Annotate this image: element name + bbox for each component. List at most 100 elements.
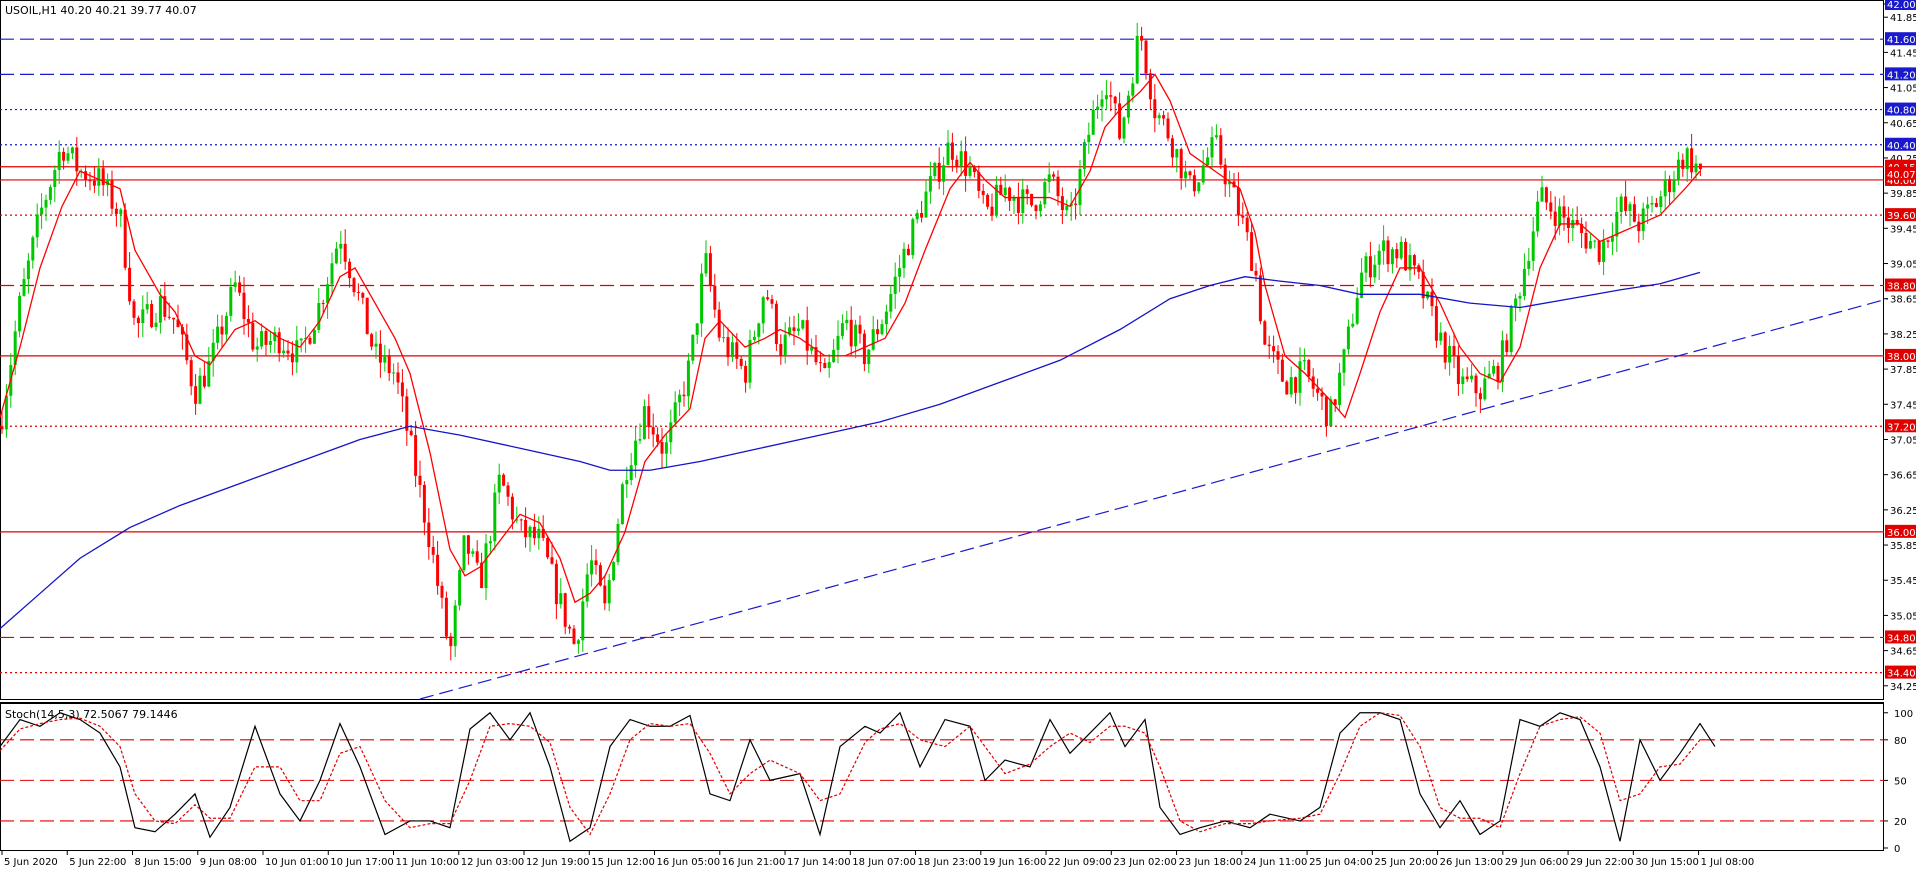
candle-body (792, 327, 796, 331)
level-label-38.00: 38.00 (1887, 352, 1916, 363)
candle-body (53, 169, 57, 188)
candle-body (1531, 231, 1535, 261)
candle-body (1206, 157, 1210, 166)
candle-body (4, 395, 8, 430)
candle-body (1610, 236, 1614, 242)
symbol-info: USOIL,H1 40.20 40.21 39.77 40.07 (5, 4, 197, 17)
candle-body (1104, 95, 1108, 100)
price-tick-label: 34.65 (1890, 647, 1916, 658)
candle-body (660, 442, 664, 454)
time-tick-label: 23 Jun 18:00 (1179, 857, 1243, 868)
time-tick-label: 16 Jun 05:00 (657, 857, 721, 868)
candle-body (1135, 35, 1139, 84)
candle-body (1615, 212, 1619, 237)
candle-body (361, 292, 365, 298)
candle-body (48, 187, 52, 200)
candle-body (110, 179, 114, 209)
candle-body (537, 528, 541, 539)
candle-body (493, 492, 497, 542)
candle-body (1412, 255, 1416, 266)
candle-body (431, 547, 435, 555)
candle-body (1302, 360, 1306, 362)
candle-body (1012, 197, 1016, 201)
candle-body (1663, 179, 1667, 197)
candle-body (739, 358, 743, 366)
candle-body (1236, 187, 1240, 216)
candle-body (1632, 204, 1636, 222)
candle-body (502, 474, 506, 486)
candle-body (770, 299, 774, 304)
candle-body (101, 168, 105, 186)
candle-body (1338, 372, 1342, 405)
candle-body (805, 320, 809, 351)
candle-body (444, 597, 448, 637)
candle-body (651, 427, 655, 435)
candle-body (810, 347, 814, 351)
candle-body (211, 342, 215, 362)
candle-body (1267, 344, 1271, 347)
candle-body (31, 237, 35, 261)
candle-body (1272, 346, 1276, 352)
candle-body (924, 191, 928, 218)
candle-body (1316, 388, 1320, 393)
candle-body (735, 342, 739, 359)
candle-body (1131, 83, 1135, 96)
candle-body (906, 248, 910, 256)
candle-body (62, 151, 66, 161)
candle-body (1219, 135, 1223, 165)
candle-body (1694, 163, 1698, 173)
candle-body (1549, 202, 1553, 212)
candle-body (88, 180, 92, 182)
horizontal-levels[interactable] (0, 38, 1884, 674)
candle-body (607, 580, 611, 604)
candle-body (766, 297, 770, 300)
candle-body (871, 329, 875, 350)
level-label-bg-36.00 (1885, 524, 1916, 538)
candle-body (238, 282, 242, 293)
candle-body (638, 439, 642, 441)
candle-body (1179, 149, 1183, 179)
candle-body (1390, 249, 1394, 265)
candle-body (480, 562, 484, 588)
time-tick-label: 15 Jun 12:00 (591, 857, 655, 868)
candle-body (1628, 204, 1632, 211)
candle-body (1351, 323, 1355, 327)
price-tick-label: 35.85 (1890, 541, 1916, 552)
candle-body (339, 243, 343, 249)
candle-body (1580, 224, 1584, 234)
candle-body (418, 475, 422, 485)
candle-body (1016, 197, 1020, 213)
price-tick-label: 36.25 (1890, 506, 1916, 517)
candle-body (172, 317, 176, 320)
candle-body (1250, 232, 1254, 271)
candle-body (1478, 393, 1482, 400)
level-label-39.60: 39.60 (1887, 211, 1916, 222)
candle-body (1087, 134, 1091, 143)
candle-body (1377, 250, 1381, 265)
candle-body (761, 297, 765, 324)
candle-body (836, 335, 840, 350)
time-tick-label: 17 Jun 14:00 (787, 857, 851, 868)
candle-body (1672, 180, 1676, 193)
candle-body (1527, 260, 1531, 269)
level-label-37.20: 37.20 (1887, 422, 1916, 433)
stoch-tick-label: 20 (1894, 817, 1907, 828)
candle-body (686, 360, 690, 397)
candle-body (959, 151, 963, 167)
candle-body (1430, 291, 1434, 307)
time-tick-label: 19 Jun 16:00 (983, 857, 1047, 868)
candle-body (1641, 208, 1645, 232)
time-tick-label: 16 Jun 21:00 (722, 857, 786, 868)
price-tick-label: 41.05 (1890, 84, 1916, 95)
candle-body (1294, 377, 1298, 393)
candle-body (1382, 240, 1386, 251)
candle-body (383, 355, 387, 363)
price-tick-label: 35.05 (1890, 611, 1916, 622)
candle-body (1144, 40, 1148, 74)
level-label-40.40: 40.40 (1887, 141, 1916, 152)
candle-body (1126, 95, 1130, 118)
price-tick-label: 35.45 (1890, 576, 1916, 587)
candle-body (510, 496, 514, 520)
candle-body (1329, 399, 1333, 427)
candle-body (264, 331, 268, 345)
